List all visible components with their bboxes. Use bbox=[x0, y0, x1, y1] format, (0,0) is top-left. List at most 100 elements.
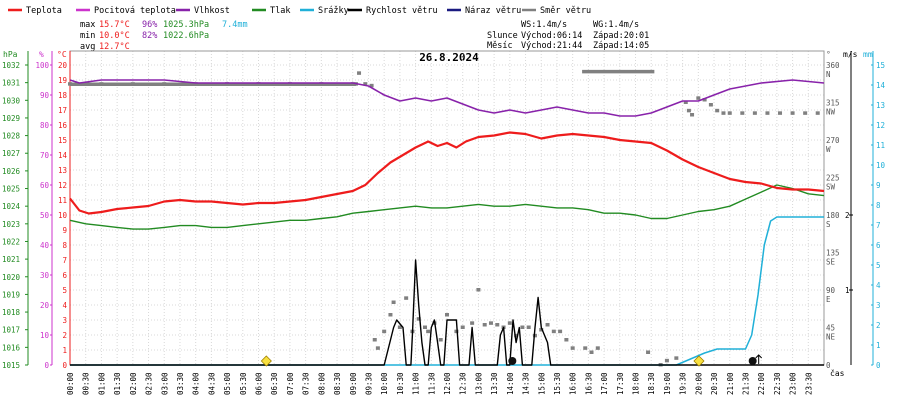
wind-direction-point bbox=[369, 83, 374, 88]
right-axes: ° m/s mm045NE90E135SE180S225SW270W315NW360… bbox=[826, 50, 886, 370]
dir-tick: 225 bbox=[826, 174, 840, 183]
dir-tick-label: SW bbox=[826, 183, 836, 192]
hum-tick: 20 bbox=[40, 301, 50, 310]
legend-label: Náraz větru bbox=[465, 6, 521, 16]
x-tick: 17:30 bbox=[616, 372, 625, 395]
stat-value: 10.0°C bbox=[99, 31, 130, 41]
wind-direction-point bbox=[646, 350, 651, 354]
x-tick: 06:30 bbox=[270, 372, 279, 395]
temp-tick: 8 bbox=[62, 241, 67, 250]
rain-tick: 9 bbox=[876, 181, 881, 190]
press-unit: hPa bbox=[3, 50, 18, 59]
x-tick: 14:30 bbox=[522, 372, 531, 395]
x-tick: 07:00 bbox=[286, 372, 295, 395]
temp-tick: 12 bbox=[58, 181, 67, 190]
x-tick: 08:00 bbox=[317, 372, 326, 395]
x-tick: 18:30 bbox=[647, 372, 656, 395]
astro-info: WS:1.4m/s WG:1.4m/s Slunce Východ:06:14 Zápa… bbox=[487, 20, 649, 51]
temp-tick: 20 bbox=[58, 61, 68, 70]
rain-tick: 12 bbox=[876, 121, 885, 130]
temp-tick: 11 bbox=[58, 196, 67, 205]
press-tick: 1016 bbox=[2, 343, 21, 352]
wind-direction-point bbox=[423, 325, 428, 329]
temp-unit: °C bbox=[57, 50, 67, 59]
wind-direction-point bbox=[514, 333, 519, 338]
wind-direction-point bbox=[803, 111, 808, 115]
x-axis: 00:00 00:30 01:00 01:30 02:00 02:30 03:00 03:30… bbox=[66, 368, 845, 395]
rain-tick: 15 bbox=[876, 61, 885, 70]
legend-label: Pocitová teplota bbox=[94, 6, 176, 16]
legend-label: Vlhkost bbox=[194, 6, 230, 16]
wind-direction-point bbox=[520, 325, 525, 329]
temp-tick: 2 bbox=[62, 331, 67, 340]
stat-value: 7.4mm bbox=[222, 20, 248, 30]
press-tick: 1017 bbox=[2, 326, 20, 335]
stat-value: 96% bbox=[142, 20, 157, 30]
press-tick: 1028 bbox=[2, 132, 21, 141]
legend-label: Směr větru bbox=[540, 6, 591, 16]
wind-direction-point bbox=[740, 111, 745, 115]
x-tick: 10:30 bbox=[396, 372, 405, 395]
temp-tick: 10 bbox=[58, 211, 68, 220]
press-tick: 1024 bbox=[2, 202, 21, 211]
temp-tick: 6 bbox=[62, 271, 67, 280]
x-tick: 18:00 bbox=[632, 372, 641, 395]
x-tick: 02:00 bbox=[129, 372, 138, 395]
press-tick: 1021 bbox=[2, 255, 20, 264]
press-tick: 1022 bbox=[2, 237, 20, 246]
temp-tick: 1 bbox=[62, 346, 67, 355]
wind-direction-point bbox=[426, 329, 431, 334]
sunrise-time: Východ:06:14 bbox=[521, 31, 582, 41]
wind-direction-point bbox=[526, 325, 531, 329]
x-tick: 09:00 bbox=[349, 372, 358, 395]
press-tick: 1030 bbox=[2, 96, 21, 105]
wind-direction-point bbox=[375, 346, 380, 350]
wind-direction-point bbox=[558, 329, 563, 334]
dir-tick-label: NW bbox=[826, 108, 836, 117]
hum-tick: 80 bbox=[40, 121, 50, 130]
temp-tick: 3 bbox=[62, 316, 67, 325]
hum-tick: 40 bbox=[40, 241, 50, 250]
temp-tick: 19 bbox=[58, 76, 67, 85]
stat-value: avg bbox=[80, 42, 95, 52]
sunset-time: Západ:20:01 bbox=[593, 31, 649, 41]
legend-label: Teplota bbox=[26, 6, 62, 16]
temp-tick: 9 bbox=[62, 226, 67, 235]
x-tick: 13:30 bbox=[490, 372, 499, 395]
wind-direction-point bbox=[539, 328, 544, 332]
stats-block: max 15.7°C 96% 1025.3hPa 7.4mm min 10.0°C 82% 10… bbox=[80, 20, 248, 52]
x-tick: 23:30 bbox=[804, 372, 813, 395]
dir-tick-label: N bbox=[826, 70, 831, 79]
sun-marker bbox=[693, 355, 705, 367]
hum-tick: 10 bbox=[40, 331, 50, 340]
rain-tick: 6 bbox=[876, 241, 881, 250]
x-tick: 04:30 bbox=[207, 372, 216, 395]
x-tick: 02:30 bbox=[145, 372, 154, 395]
x-tick: 20:30 bbox=[710, 372, 719, 395]
stat-value: 1025.3hPa bbox=[163, 20, 209, 30]
x-tick: 23:00 bbox=[789, 372, 798, 395]
x-tick: 11:30 bbox=[427, 372, 436, 395]
temp-tick: 15 bbox=[58, 136, 67, 145]
temp-tick: 16 bbox=[58, 121, 68, 130]
chart-title: 26.8.2024 bbox=[419, 51, 479, 64]
dir-tick-label: W bbox=[826, 145, 831, 154]
wind-direction-point bbox=[570, 346, 575, 350]
x-tick: 05:30 bbox=[239, 372, 248, 395]
wind-direction-point bbox=[589, 350, 594, 354]
x-tick: 01:00 bbox=[97, 372, 106, 395]
wind-direction-point bbox=[686, 108, 691, 113]
temperature-series bbox=[69, 131, 825, 215]
rain-tick: 5 bbox=[876, 261, 881, 270]
dir-tick: 90 bbox=[826, 286, 836, 295]
legend-label: Rychlost větru bbox=[366, 6, 438, 16]
legend-label: Tlak bbox=[270, 6, 290, 16]
rain-tick: 1 bbox=[876, 341, 881, 350]
temp-tick: 4 bbox=[62, 301, 67, 310]
x-tick: 17:00 bbox=[600, 372, 609, 395]
rain-tick: 3 bbox=[876, 301, 881, 310]
legend-item: Vlhkost bbox=[176, 6, 230, 16]
x-tick: 22:00 bbox=[757, 372, 766, 395]
press-tick: 1025 bbox=[2, 185, 20, 194]
